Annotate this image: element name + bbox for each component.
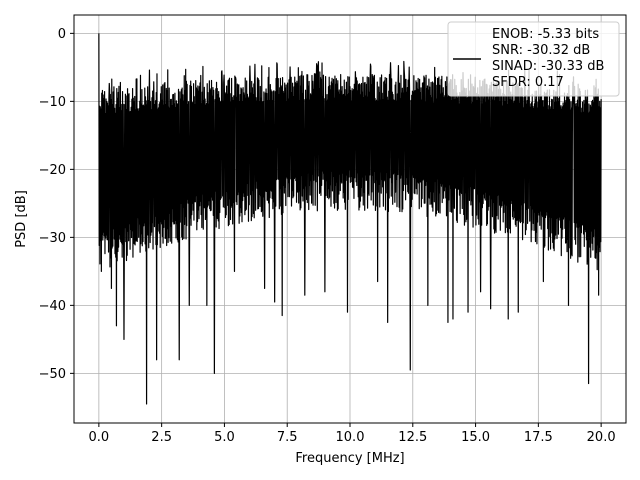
y-axis-label: PSD [dB] [14, 190, 29, 248]
x-axis-label: Frequency [MHz] [295, 451, 404, 466]
x-tick-label: 17.5 [524, 430, 553, 445]
y-tick-label: −20 [39, 163, 66, 178]
x-tick-label: 2.5 [151, 430, 172, 445]
y-tick-label: 0 [58, 27, 66, 42]
y-tick-label: −50 [39, 367, 66, 382]
x-tick-label: 5.0 [214, 430, 235, 445]
legend-sfdr: SFDR: 0.17 [492, 75, 564, 90]
y-tick-label: −40 [39, 299, 66, 314]
legend-box [447, 21, 620, 97]
x-axis-ticks: 0.0 2.5 5.0 7.5 10.0 12.5 15.0 17.5 20.0 [89, 423, 616, 445]
psd-series [98, 33, 602, 405]
x-tick-label: 20.0 [587, 430, 616, 445]
x-tick-label: 15.0 [461, 430, 490, 445]
legend-sinad: SINAD: -30.33 dB [492, 59, 604, 74]
legend-enob: ENOB: -5.33 bits [492, 27, 599, 42]
x-tick-label: 12.5 [398, 430, 427, 445]
y-axis-ticks: 0 −10 −20 −30 −40 −50 [39, 27, 74, 382]
legend-snr: SNR: -30.32 dB [492, 43, 590, 58]
x-tick-label: 10.0 [336, 430, 365, 445]
psd-line [98, 33, 602, 405]
y-tick-label: −30 [39, 231, 66, 246]
x-tick-label: 7.5 [277, 430, 298, 445]
legend: ENOB: -5.33 bits SNR: -30.32 dB SINAD: -… [447, 21, 620, 97]
y-tick-label: −10 [39, 95, 66, 110]
x-tick-label: 0.0 [89, 430, 110, 445]
